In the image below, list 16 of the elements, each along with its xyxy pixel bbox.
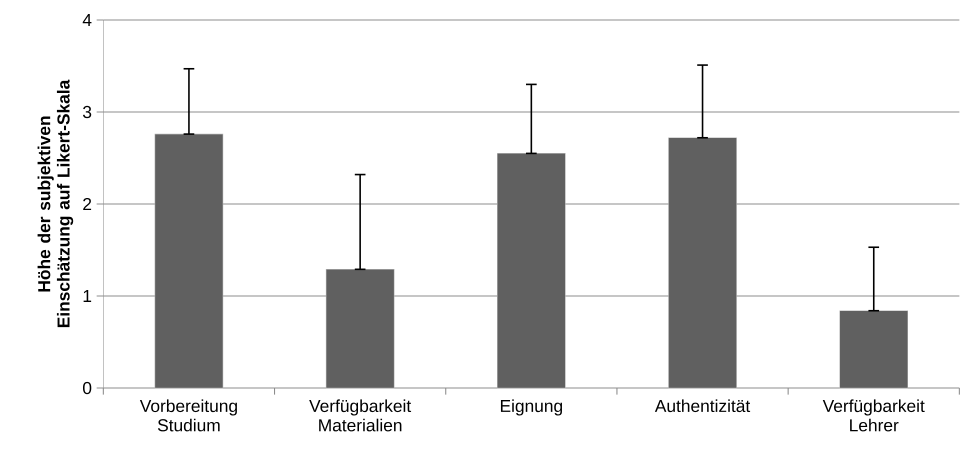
x-tick-label: Eignung (500, 399, 562, 416)
y-tick-label: 1 (84, 290, 92, 302)
bar (497, 153, 566, 388)
bar (154, 134, 224, 388)
x-tick-label: Verfügbarkeit Materialien (309, 399, 412, 432)
y-tick-label: 4 (82, 14, 92, 26)
x-tick-label: Authentizität (654, 399, 750, 412)
bar (326, 269, 394, 388)
y-tick-label: 3 (82, 106, 92, 118)
bar (668, 137, 737, 388)
y-axis-title: Höhe der subjektiven Einschätzung auf Likert-Skala (38, 80, 74, 328)
y-tick-label: 0 (82, 382, 92, 394)
bar (839, 310, 908, 388)
x-tick-label: Verfügbarkeit Lehrer (822, 399, 925, 432)
y-tick-label: 2 (83, 198, 92, 210)
x-tick-label: Vorbereitung Studium (140, 399, 237, 432)
